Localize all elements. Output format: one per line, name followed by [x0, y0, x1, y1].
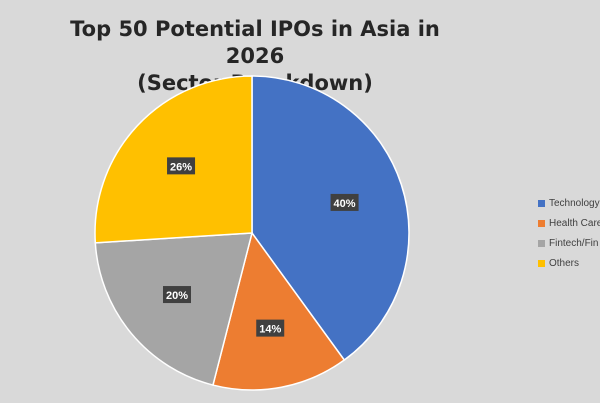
- data-label-others: 26%: [167, 157, 196, 175]
- legend-swatch-technology: [538, 199, 545, 207]
- legend: Technology Health Care Fintech/Fin Other…: [538, 193, 600, 273]
- data-label-text: 40%: [334, 198, 356, 210]
- legend-item-health-care: Health Care: [538, 213, 600, 233]
- data-label-fintech: 20%: [162, 286, 191, 304]
- legend-item-others: Others: [538, 253, 600, 273]
- legend-label-others: Others: [549, 257, 580, 269]
- data-label-technology: 40%: [330, 193, 359, 211]
- data-label-text: 20%: [166, 290, 188, 302]
- legend-label-technology: Technology: [549, 197, 600, 209]
- data-label-box: [162, 286, 191, 304]
- data-label-box: [167, 157, 196, 175]
- chart-title: Top 50 Potential IPOs in Asia in 2026 (S…: [60, 16, 450, 97]
- pie-slice-technology: [251, 75, 410, 362]
- legend-item-technology: Technology: [538, 193, 600, 213]
- data-label-box: [256, 319, 285, 337]
- data-label-health-care: 14%: [256, 319, 285, 337]
- pie-slice-fintech: [94, 232, 253, 386]
- legend-label-fintech: Fintech/Fin: [549, 237, 599, 249]
- legend-swatch-others: [538, 259, 545, 267]
- pie-slice-health-care: [212, 231, 346, 391]
- data-label-text: 26%: [170, 161, 192, 173]
- legend-swatch-health-care: [538, 219, 545, 227]
- legend-item-fintech: Fintech/Fin: [538, 233, 600, 253]
- data-label-text: 14%: [259, 324, 281, 336]
- data-label-box: [330, 193, 359, 211]
- chart-title-line-1: Top 50 Potential IPOs in Asia in 2026: [70, 17, 440, 68]
- legend-swatch-fintech: [538, 239, 545, 247]
- legend-label-health-care: Health Care: [549, 217, 600, 229]
